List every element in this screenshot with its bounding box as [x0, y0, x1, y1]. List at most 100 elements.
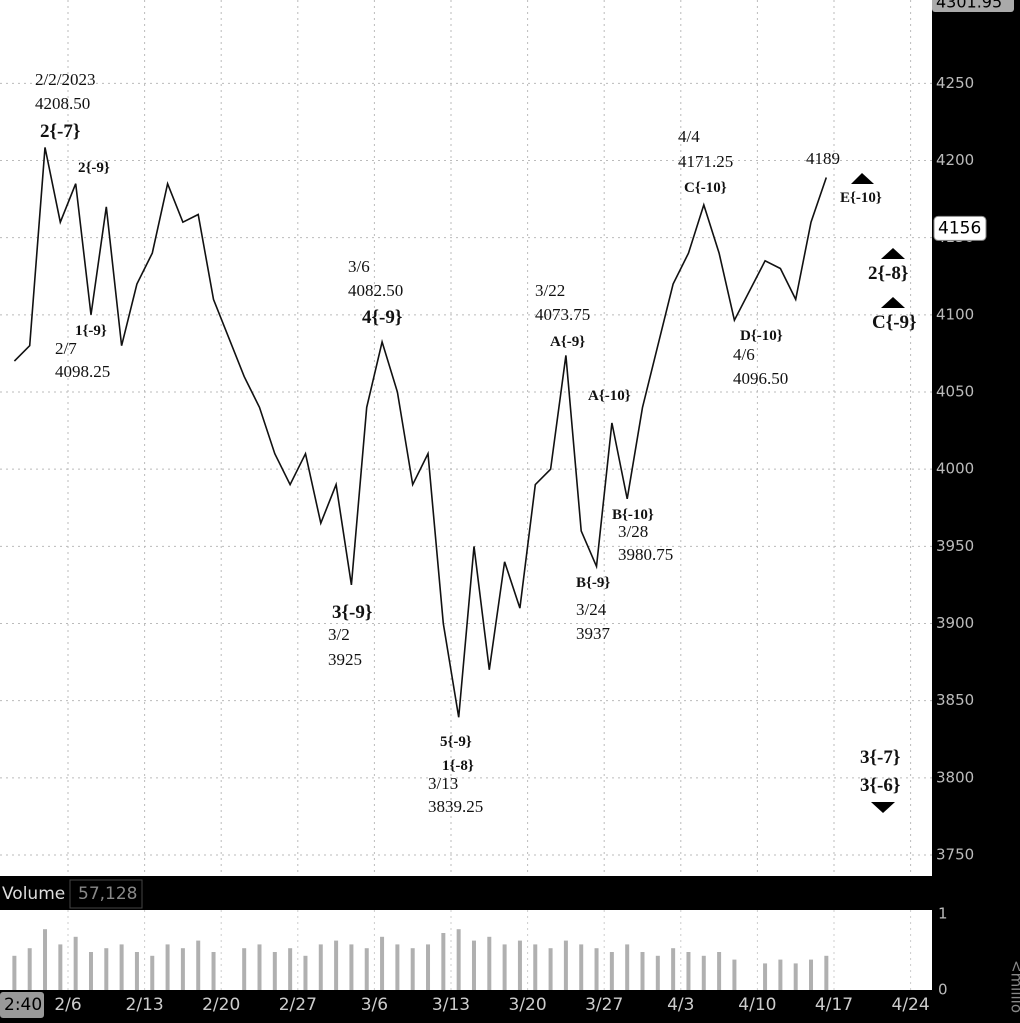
volume-bar: [640, 952, 645, 990]
annotation: 3{-7}: [860, 747, 900, 768]
annotation: 4/6: [733, 345, 755, 364]
time-axis-panel: [0, 990, 932, 1023]
volume-bar: [12, 955, 17, 990]
y2-tick-label: 0: [938, 981, 948, 999]
annotation: A{-10}: [588, 388, 631, 404]
triangle-up: [881, 297, 905, 308]
volume-bar: [763, 963, 768, 990]
annotation: C{-10}: [684, 180, 727, 196]
volume-bar: [609, 952, 614, 990]
y-tick-label: 3950: [936, 537, 974, 555]
annotation: E{-10}: [840, 190, 882, 206]
annotation: 2{-9}: [78, 160, 110, 176]
volume-bar: [471, 940, 476, 990]
x-tick-label: 2/6: [54, 995, 81, 1015]
y2-tick-label: 1: [938, 905, 948, 923]
annotation: 3/13: [428, 774, 458, 793]
volume-bar: [334, 940, 339, 990]
time-label-box: [0, 992, 44, 1018]
volume-bar: [165, 944, 170, 990]
volume-bar: [732, 959, 737, 990]
annotation: 3{-9}: [332, 602, 372, 623]
annotation: 3925: [328, 650, 362, 669]
annotation: 3/6: [348, 257, 370, 276]
volume-bar: [150, 955, 155, 990]
volume-bar: [134, 952, 139, 990]
x-tick-label: 2/27: [279, 995, 317, 1015]
volume-bar: [288, 948, 293, 990]
volume-bar: [380, 936, 385, 990]
annotation: 4{-9}: [362, 307, 402, 328]
annotation: B{-9}: [576, 575, 610, 591]
x-tick-label: 4/24: [892, 995, 930, 1015]
annotation: 5{-9}: [440, 734, 472, 750]
x-tick-label: 3/6: [361, 995, 388, 1015]
triangles: [851, 173, 905, 813]
annotation: B{-10}: [612, 507, 654, 523]
annotation: 4189: [806, 149, 840, 168]
y-tick-label: 4000: [936, 460, 974, 478]
time-label: 2:40: [4, 995, 42, 1015]
annotation: 3/28: [618, 522, 648, 541]
annotation: 3/24: [576, 600, 607, 619]
x-tick-label: 4/10: [738, 995, 776, 1015]
volume-bar: [410, 948, 415, 990]
volume-bar: [426, 944, 431, 990]
volume-value-box: [69, 879, 143, 909]
volume-bar: [778, 959, 783, 990]
y-tick-label: 3750: [936, 846, 974, 864]
annotation: A{-9}: [550, 334, 585, 350]
volume-bar: [395, 944, 400, 990]
annotation: 4073.75: [535, 305, 590, 324]
volume-bar: [456, 929, 461, 990]
volume-bar: [655, 955, 660, 990]
triangle-up: [851, 173, 874, 184]
annotation: 1{-9}: [75, 323, 107, 339]
annotation: 2{-8}: [868, 263, 908, 284]
annotation: 4096.50: [733, 369, 788, 388]
grid: [0, 0, 932, 990]
y-tick-label: 4050: [936, 383, 974, 401]
volume-bar: [73, 936, 78, 990]
triangle-up: [881, 248, 905, 259]
annotation: 2{-7}: [40, 121, 80, 142]
annotation: 2/7: [55, 339, 77, 358]
volume-bar: [349, 944, 354, 990]
volume-bar: [563, 940, 568, 990]
x-tick-label: 2/13: [126, 995, 164, 1015]
annotation: 4208.50: [35, 94, 90, 113]
volume-title: Volume: [2, 884, 65, 904]
volume-bar: [43, 929, 48, 990]
volume-bar: [533, 944, 538, 990]
volume-bar: [242, 948, 247, 990]
volume-value: 57,128: [78, 884, 137, 904]
annotation: 3980.75: [618, 545, 673, 564]
y-tick-label: 3800: [936, 768, 974, 786]
price-axis-panel: [932, 0, 1020, 1023]
volume-bar: [487, 936, 492, 990]
annotation: 1{-8}: [442, 758, 474, 774]
volume-bar: [119, 944, 124, 990]
volume-bar: [824, 955, 829, 990]
volume-header: [0, 876, 932, 910]
volume-bar: [686, 952, 691, 990]
volume-bar: [88, 952, 93, 990]
annotation: 3839.25: [428, 797, 483, 816]
y-tick-label: 3900: [936, 614, 974, 632]
last-price: 4156: [938, 218, 981, 238]
volume-bar: [671, 948, 676, 990]
price-line: [13, 147, 828, 718]
annotation: 3937: [576, 624, 611, 643]
annotation: 3{-6}: [860, 775, 900, 796]
volume-bar: [58, 944, 63, 990]
volume-bar: [502, 944, 507, 990]
volume-bar: [318, 944, 323, 990]
volume-bar: [364, 948, 369, 990]
volume-bar: [809, 959, 814, 990]
annotation: 4082.50: [348, 281, 403, 300]
triangle-down: [871, 802, 895, 813]
volume-bar: [441, 933, 446, 990]
volume-axis-label: <millio: [1008, 960, 1020, 1013]
volume-bar: [594, 948, 599, 990]
